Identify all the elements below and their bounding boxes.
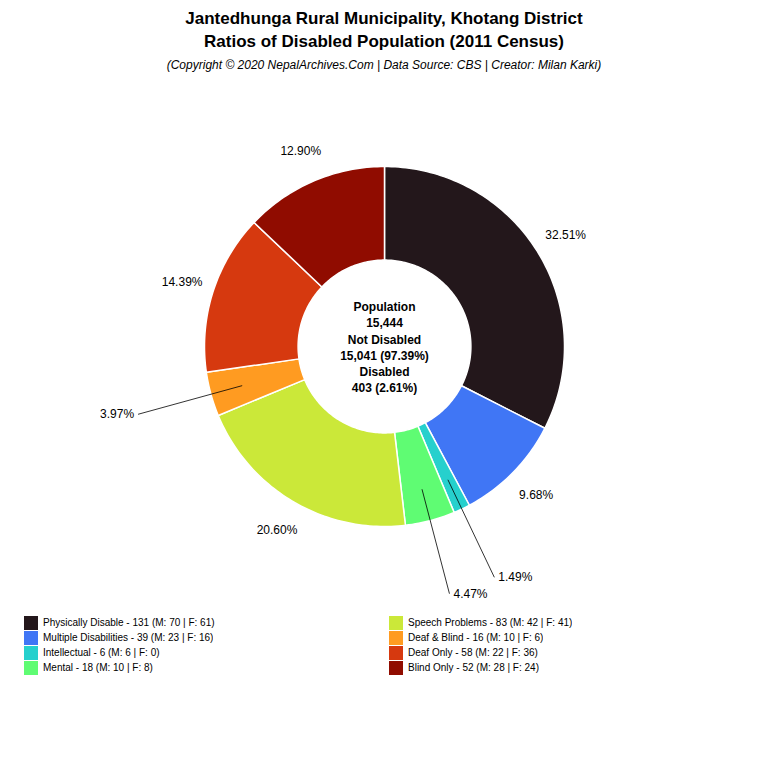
html-text:Physically Disable - 131 (M: 7: Physically Disable - 131 (M: 70 | F: 61) xyxy=(43,617,215,629)
svg-text:32.51%: 32.51% xyxy=(545,228,586,242)
svg-text:9.68%: 9.68% xyxy=(519,488,553,502)
svg-text:3.97%: 3.97% xyxy=(100,407,134,421)
html-text:Multiple Disabilities - 39 (M:: Multiple Disabilities - 39 (M: 23 | F: 1… xyxy=(43,632,214,644)
html-text:Blind Only - 52 (M: 28 | F: 24: Blind Only - 52 (M: 28 | F: 24) xyxy=(408,662,539,674)
html-text:Deaf & Blind - 16 (M: 10 | F:: Deaf & Blind - 16 (M: 10 | F: 6) xyxy=(408,632,544,644)
svg-text:14.39%: 14.39% xyxy=(162,275,203,289)
svg-text:4.47%: 4.47% xyxy=(453,586,487,600)
svg-text:Population15,444Not Disabled15: Population15,444Not Disabled15,041 (97.3… xyxy=(340,300,429,395)
html-text:Intellectual - 6 (M: 6 | F: 0): Intellectual - 6 (M: 6 | F: 0) xyxy=(43,647,160,659)
html-text:Mental - 18 (M: 10 | F: 8): Mental - 18 (M: 10 | F: 8) xyxy=(43,662,153,674)
svg-text:1.49%: 1.49% xyxy=(498,570,532,584)
html-text:Speech Problems - 83 (M: 42 |: Speech Problems - 83 (M: 42 | F: 41) xyxy=(408,617,573,629)
svg-text:20.60%: 20.60% xyxy=(257,522,298,536)
svg-text:12.90%: 12.90% xyxy=(280,144,321,158)
html-text:(Copyright © 2020 NepalArchive: (Copyright © 2020 NepalArchives.Com | Da… xyxy=(166,57,602,72)
html-text:Jantedhunga Rural Municipality: Jantedhunga Rural Municipality, Khotang … xyxy=(185,9,583,51)
html-text:Deaf Only - 58 (M: 22 | F: 36): Deaf Only - 58 (M: 22 | F: 36) xyxy=(408,647,538,659)
